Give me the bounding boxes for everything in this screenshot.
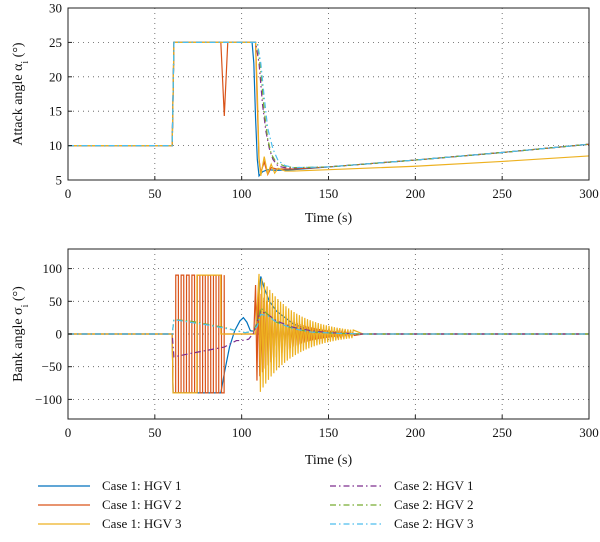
y-tick-label: −50 xyxy=(42,359,62,374)
legend-entry-case-1-hgv-3: Case 1: HGV 3 xyxy=(38,516,182,531)
y-tick-label: 25 xyxy=(49,35,62,50)
y-tick-label: −100 xyxy=(35,392,62,407)
legend: Case 1: HGV 1 Case 2: HGV 1 Case 1: HGV 2 C… xyxy=(38,478,474,531)
x-tick-label: 0 xyxy=(65,425,72,440)
series-line-case-1-hgv-3 xyxy=(68,41,589,177)
y-tick-label: 5 xyxy=(56,173,63,188)
series-line-case-2-hgv-3 xyxy=(68,313,589,335)
attack-angle-plot: 0 50 100 150 200 250 300 5 10 15 20 25 30 Time (s) Att… xyxy=(11,1,599,227)
legend-entry-case-1-hgv-2: Case 1: HGV 2 xyxy=(38,497,182,512)
legend-entry-case-2-hgv-1: Case 2: HGV 1 xyxy=(330,478,474,493)
x-axis-label: Time (s) xyxy=(305,211,353,226)
series-line-case-2-hgv-1 xyxy=(68,41,589,169)
legend-entry-case-2-hgv-3: Case 2: HGV 3 xyxy=(330,516,474,531)
series-group xyxy=(68,273,589,394)
legend-label: Case 1: HGV 2 xyxy=(102,497,182,512)
x-tick-label: 150 xyxy=(319,425,339,440)
y-tick-label: 0 xyxy=(56,327,63,342)
series-line-case-2-hgv-2 xyxy=(68,306,589,335)
legend-label: Case 1: HGV 1 xyxy=(102,478,182,493)
legend-entry-case-2-hgv-2: Case 2: HGV 2 xyxy=(330,497,474,512)
legend-entry-case-1-hgv-1: Case 1: HGV 1 xyxy=(38,478,182,493)
legend-label: Case 2: HGV 1 xyxy=(394,478,474,493)
y-axis-label: Bank angle σi (°) xyxy=(11,286,31,382)
legend-label: Case 2: HGV 2 xyxy=(394,497,474,512)
x-tick-label: 100 xyxy=(232,186,252,201)
x-tick-label: 150 xyxy=(319,186,339,201)
x-tick-label: 300 xyxy=(579,425,599,440)
series-line-case-2-hgv-1 xyxy=(68,310,589,358)
y-tick-label: 10 xyxy=(49,138,62,153)
x-axis-label: Time (s) xyxy=(305,453,353,468)
x-tick-label: 250 xyxy=(492,186,512,201)
x-tick-label: 50 xyxy=(148,186,161,201)
series-line-case-1-hgv-3 xyxy=(68,273,589,394)
y-tick-label: 100 xyxy=(43,261,63,276)
series-line-case-2-hgv-3 xyxy=(68,41,589,169)
legend-label: Case 1: HGV 3 xyxy=(102,516,182,531)
x-tick-label: 300 xyxy=(579,186,599,201)
y-axis-label: Attack angle αi (°) xyxy=(11,42,31,146)
x-tick-label: 0 xyxy=(65,186,72,201)
series-group xyxy=(68,41,589,178)
bank-angle-plot: 0 50 100 150 200 250 300 −100 −50 0 50 100 Time (s) B… xyxy=(11,248,599,468)
y-tick-label: 20 xyxy=(49,69,62,84)
x-tick-label: 100 xyxy=(232,425,252,440)
x-tick-label: 50 xyxy=(148,425,161,440)
y-tick-label: 15 xyxy=(49,104,62,119)
y-tick-label: 50 xyxy=(49,294,62,309)
series-line-case-1-hgv-1 xyxy=(68,41,589,178)
legend-label: Case 2: HGV 3 xyxy=(394,516,474,531)
x-tick-label: 250 xyxy=(492,425,512,440)
x-tick-label: 200 xyxy=(406,425,426,440)
y-tick-label: 30 xyxy=(49,1,62,16)
x-tick-label: 200 xyxy=(406,186,426,201)
